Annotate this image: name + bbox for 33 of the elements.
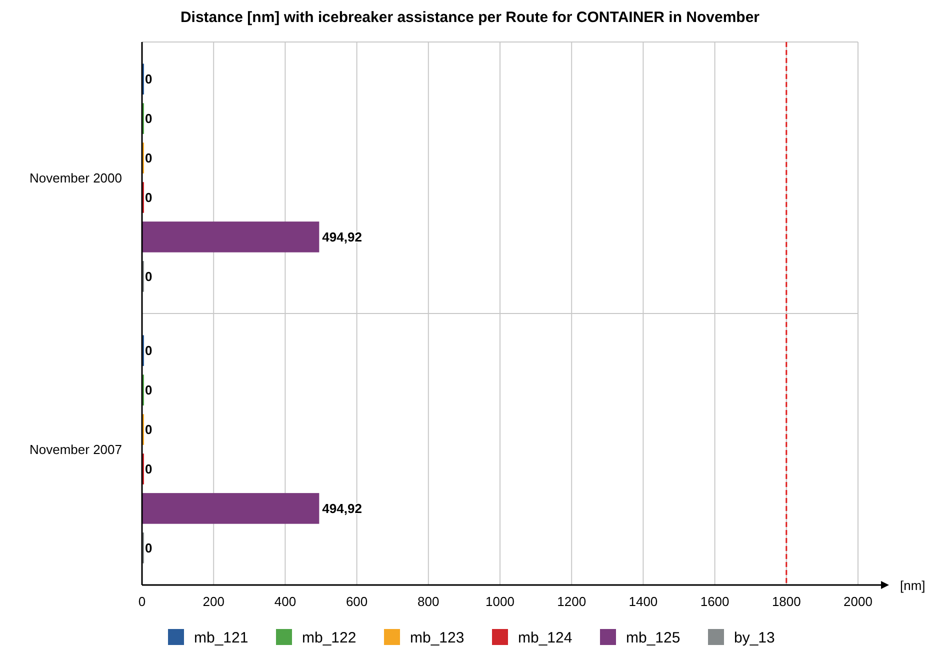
- x-tick-label: 1000: [486, 594, 514, 610]
- y-tick-label: November 2007: [30, 442, 122, 457]
- x-tick-label: 200: [202, 594, 224, 610]
- x-tick-label: 600: [346, 594, 368, 610]
- data-label: 0: [145, 540, 152, 556]
- data-label: 0: [145, 462, 152, 477]
- legend-label: mb_122: [302, 629, 356, 646]
- x-tick-label: 400: [274, 594, 296, 610]
- data-label: 0: [145, 268, 152, 284]
- legend-label: mb_124: [518, 629, 572, 646]
- data-label: 0: [145, 150, 152, 166]
- x-tick-label: 0: [138, 594, 146, 610]
- data-label: 0: [145, 190, 152, 206]
- x-tick-label: 1200: [557, 594, 586, 610]
- data-label: 494,92: [322, 500, 362, 516]
- y-tick-label: November 2000: [30, 170, 122, 186]
- x-axis-title: [nm]: [900, 578, 926, 593]
- x-tick-label: 1600: [700, 594, 730, 610]
- x-tick-label: 1800: [772, 594, 801, 610]
- data-label: 494,92: [322, 229, 362, 244]
- legend-label: by_13: [734, 629, 775, 646]
- data-label: 0: [145, 422, 152, 438]
- legend-label: mb_125: [626, 629, 680, 646]
- x-tick-label: 2000: [844, 594, 872, 610]
- x-tick-label: 1400: [628, 594, 658, 610]
- x-tick-label: 800: [418, 594, 440, 610]
- chart-title: Distance [nm] with icebreaker assistance per Route for CONTAINER in November: [180, 9, 760, 26]
- legend-label: mb_121: [194, 629, 248, 646]
- data-label: 0: [145, 343, 152, 358]
- data-label: 0: [145, 111, 152, 126]
- data-label: 0: [145, 72, 152, 87]
- legend-label: mb_123: [410, 629, 464, 646]
- data-label: 0: [145, 382, 152, 398]
